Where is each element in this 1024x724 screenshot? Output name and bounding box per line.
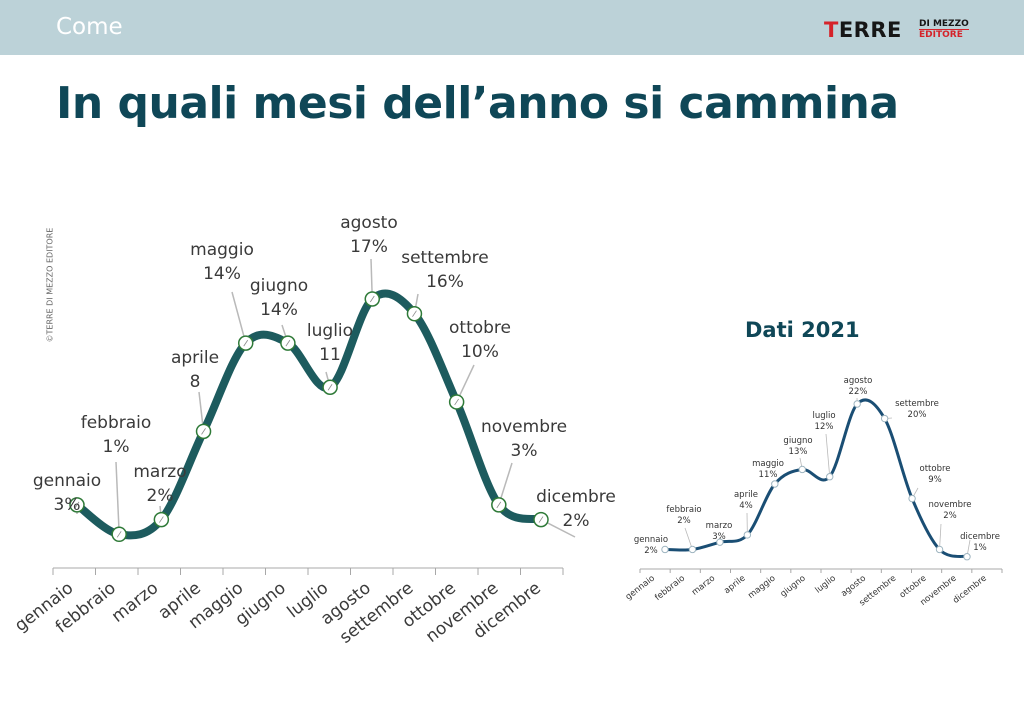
- main-chart-data-point-mark: [327, 384, 333, 391]
- main-chart-value-label: 1%: [103, 437, 130, 457]
- main-chart-value-label: 2%: [563, 511, 590, 531]
- main-chart-data-point-mark: [412, 310, 417, 317]
- small-chart-value-label: 2%: [677, 516, 691, 526]
- main-chart-data-point-mark: [201, 428, 206, 435]
- main-chart-value-label: 10%: [461, 342, 499, 362]
- main-chart-data-point-mark: [496, 501, 502, 509]
- main-chart-month-label: aprile: [171, 348, 219, 368]
- small-chart-value-label: 2%: [943, 511, 957, 521]
- small-chart-category-label: luglio: [814, 573, 838, 595]
- main-chart-data-point-mark: [116, 531, 122, 538]
- main-chart-value-label: 14%: [203, 264, 241, 284]
- small-chart-data-point: [661, 545, 669, 554]
- main-chart-leader-line: [231, 291, 247, 344]
- main-chart-month-label: marzo: [133, 462, 186, 482]
- main-chart-month-label: gennaio: [33, 471, 101, 491]
- main-chart-month-label: settembre: [401, 248, 489, 268]
- small-chart-category-label: gennaio: [624, 573, 657, 602]
- main-chart-month-label: giugno: [250, 276, 308, 296]
- small-chart-month-label: febbraio: [666, 505, 701, 515]
- small-chart-data-point: [716, 538, 724, 546]
- small-chart-month-label: aprile: [734, 490, 758, 500]
- small-chart-category-label: aprile: [722, 573, 747, 596]
- main-chart-leader-line: [115, 461, 120, 535]
- small-chart-leader-line: [939, 523, 942, 550]
- logo-subtitle-bottom: EDITORE: [919, 30, 963, 40]
- small-chart-data-point: [963, 553, 971, 561]
- small-chart-category-label: maggio: [746, 573, 777, 600]
- main-chart-value-label: 3%: [54, 495, 81, 515]
- page-title: In quali mesi dell’anno si cammina: [56, 78, 899, 129]
- small-chart-month-label: marzo: [706, 521, 733, 531]
- main-chart-value-label: 17%: [350, 237, 388, 257]
- main-chart-month-label: dicembre: [536, 487, 616, 507]
- small-chart-category-label: giugno: [779, 573, 808, 599]
- small-chart-data-point: [908, 494, 916, 503]
- small-chart-month-label: gennaio: [634, 535, 668, 545]
- header-bar: [0, 0, 1024, 55]
- main-chart-month-label: ottobre: [449, 318, 511, 338]
- small-chart-data-point: [688, 545, 697, 554]
- main-chart-month-label: luglio: [307, 321, 353, 341]
- logo-rest: ERRE: [838, 18, 902, 42]
- small-chart-leader-line: [825, 433, 831, 477]
- main-chart-value-label: 11: [319, 345, 341, 365]
- logo-wordmark: TERRE: [824, 18, 902, 42]
- small-chart-month-label: agosto: [844, 376, 873, 386]
- small-chart-month-label: giugno: [783, 436, 812, 446]
- small-chart-data-point: [880, 414, 889, 423]
- small-chart-data-point: [853, 400, 861, 408]
- main-chart-value-label: 14%: [260, 300, 298, 320]
- small-chart-value-label: 12%: [815, 422, 834, 432]
- main-chart-data-point-mark: [74, 501, 80, 509]
- small-chart-value-label: 9%: [928, 475, 942, 485]
- main-chart-data-point-mark: [243, 339, 249, 347]
- main-chart-month-label: novembre: [481, 417, 567, 437]
- main-chart-month-label: agosto: [340, 213, 398, 233]
- small-chart-value-label: 20%: [908, 410, 927, 420]
- small-chart-data-point: [935, 545, 944, 554]
- main-chart-month-label: febbraio: [81, 413, 152, 433]
- main-chart-data-point-mark: [538, 516, 544, 523]
- small-chart-title: Dati 2021: [745, 318, 860, 342]
- small-chart-value-label: 2%: [644, 546, 658, 556]
- logo-subtitle-top: DI MEZZO: [919, 19, 969, 29]
- small-chart-month-label: settembre: [895, 399, 939, 409]
- section-label: Come: [56, 14, 123, 40]
- small-chart-month-label: ottobre: [920, 464, 951, 474]
- small-chart-leader-line: [684, 527, 693, 550]
- small-chart-month-label: novembre: [928, 500, 971, 510]
- small-chart-value-label: 3%: [712, 532, 726, 542]
- small-chart-value-label: 4%: [739, 501, 753, 511]
- logo-initial: T: [824, 18, 839, 42]
- small-chart-data-point: [798, 465, 806, 474]
- main-chart-data-point-mark: [369, 295, 375, 303]
- main-chart-value-label: 3%: [511, 441, 538, 461]
- main-chart-category-label: marzo: [108, 578, 162, 627]
- main-chart-value-label: 16%: [426, 272, 464, 292]
- main-chart-data-point-mark: [454, 398, 459, 406]
- small-chart-month-label: dicembre: [960, 532, 1000, 542]
- small-chart-data-point: [771, 480, 779, 488]
- logo-divider: [919, 29, 969, 30]
- main-chart-data-point-mark: [285, 339, 291, 347]
- small-chart-category-label: dicembre: [951, 573, 989, 605]
- small-chart-month-label: maggio: [752, 459, 784, 469]
- main-chart-value-label: 8: [190, 372, 201, 392]
- main-chart-data-point-mark: [159, 516, 164, 523]
- main-chart-group: gennaio febbraio marzo aprile maggio giugno lu…: [11, 213, 616, 648]
- main-chart-month-label: maggio: [190, 240, 254, 260]
- small-chart-value-label: 22%: [849, 387, 868, 397]
- small-chart-value-label: 1%: [973, 543, 987, 553]
- small-chart-data-point: [826, 473, 834, 481]
- small-chart-value-label: 13%: [789, 447, 808, 457]
- main-chart-value-label: 2%: [147, 486, 174, 506]
- small-chart-category-label: marzo: [690, 573, 717, 597]
- small-chart-value-label: 11%: [759, 470, 778, 480]
- small-chart-month-label: luglio: [812, 411, 835, 421]
- small-chart-data-point: [743, 531, 752, 539]
- small-chart-category-label: febbraio: [653, 573, 687, 603]
